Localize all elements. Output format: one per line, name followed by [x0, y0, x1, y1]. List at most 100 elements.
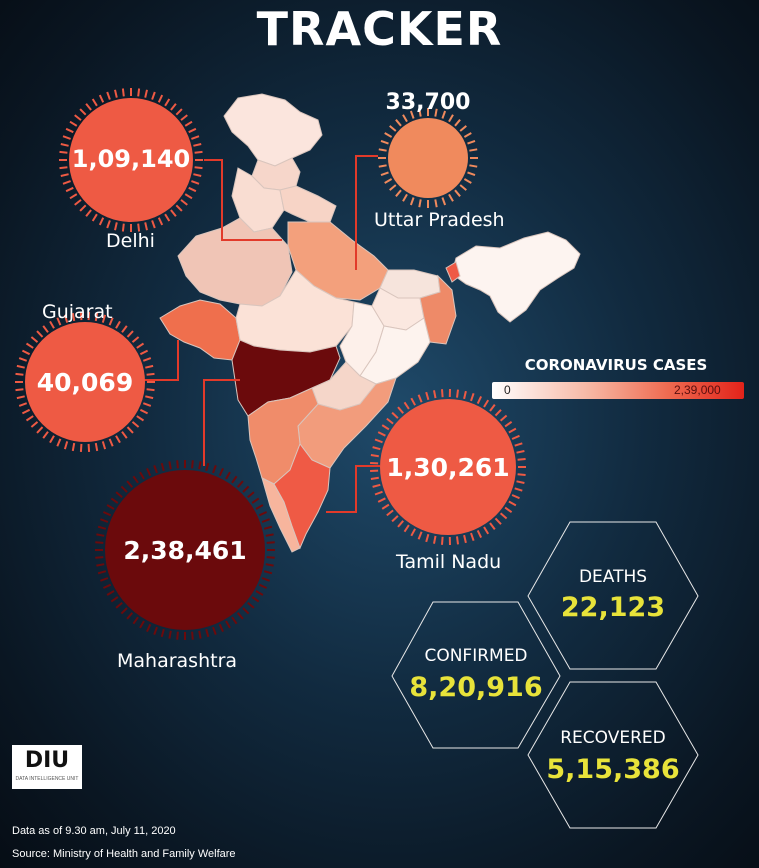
bubble-ray: [463, 534, 467, 544]
bubble-ray: [258, 583, 268, 589]
bubble-ray: [261, 518, 270, 523]
bubble-ray: [381, 503, 390, 510]
bubble-ray: [131, 421, 140, 428]
source-text: Source: Ministry of Health and Family We…: [12, 848, 236, 860]
bubble-ray: [87, 443, 91, 452]
bubble-ray: [25, 415, 34, 422]
bubble-ray: [145, 364, 154, 369]
bubble-ray: [157, 217, 164, 226]
bubble-ray: [126, 480, 134, 488]
bubble-ray: [511, 494, 520, 500]
bubble-ray: [378, 164, 387, 168]
bubble-ray: [18, 357, 28, 362]
bubble-ray: [146, 467, 152, 477]
bubble-ray: [71, 442, 76, 452]
bubble-ray: [389, 125, 397, 132]
bubble-ray: [231, 475, 238, 484]
bubble-ray: [91, 213, 98, 222]
bubble-ray: [517, 458, 526, 461]
bubble-ray: [410, 397, 416, 406]
bubble-ray: [110, 497, 119, 504]
bubble-ray: [79, 108, 87, 116]
bubble-ray: [101, 441, 107, 450]
bubble-ray: [146, 388, 155, 392]
bubble-ray: [517, 473, 526, 476]
bubble-ray: [49, 435, 55, 444]
bubble-ray: [251, 596, 260, 603]
deaths-value: 22,123: [560, 592, 666, 623]
bubble-ray: [100, 577, 109, 582]
bubble-ray: [170, 209, 177, 217]
bubble-ray: [59, 150, 68, 154]
bubble-ray: [434, 108, 438, 117]
bubble-ray: [441, 536, 444, 545]
bubble-ray: [418, 108, 422, 117]
bubble-ray: [62, 135, 71, 140]
bubble-ray: [164, 213, 171, 222]
bubble-ray: [151, 220, 156, 229]
bubble-ray: [191, 180, 200, 185]
bubble-maharashtra: [95, 460, 275, 640]
bubble-ray: [110, 596, 119, 603]
bubble-ray: [132, 475, 139, 484]
bubble-ray: [417, 531, 423, 540]
legend-title: CORONAVIRUS CASES: [524, 356, 708, 374]
bubble-ray: [176, 631, 179, 640]
bubble-ray: [403, 524, 410, 533]
bubble-ray: [139, 408, 149, 415]
bubble-ray: [115, 491, 123, 499]
bubble-ray: [102, 583, 112, 589]
tn-cases: 1,30,261: [386, 453, 510, 482]
bubble-ray: [79, 204, 87, 212]
bubble-ray: [218, 623, 224, 633]
bubble-ray: [454, 189, 461, 197]
bubble-ray: [160, 628, 165, 638]
gujarat-cases: 40,069: [36, 368, 134, 397]
bubble-delhi: [59, 88, 203, 232]
bubble-ray: [69, 193, 78, 200]
bubble-ray: [126, 330, 134, 338]
bubble-ray: [441, 110, 447, 119]
bubble-ray: [74, 199, 82, 206]
bubble-ray: [255, 590, 264, 596]
bubble-ray: [372, 446, 381, 451]
deaths-label: DEATHS: [578, 567, 648, 587]
bubble-ray: [60, 173, 69, 177]
bubble-ray: [418, 199, 422, 208]
bubble-ray: [255, 504, 264, 510]
bubble-rays: [95, 460, 275, 640]
hex-recovered: [527, 681, 699, 829]
bubble-ray: [263, 525, 273, 530]
bubble-ray: [36, 330, 44, 338]
bubble-ray: [71, 312, 76, 322]
bubble-ray: [132, 616, 139, 625]
bubble-ray: [489, 522, 496, 531]
bubble-ray: [74, 114, 82, 121]
bubble-ray: [191, 631, 194, 640]
bubble-ray: [434, 199, 438, 208]
bubble-ray: [397, 520, 404, 528]
bubble-rays: [59, 88, 203, 232]
bubble-gujarat: [15, 312, 155, 452]
bubble-ray: [106, 504, 115, 510]
bubble-ray: [441, 197, 447, 206]
bubble-ray: [514, 487, 523, 492]
bubble-ray: [131, 336, 140, 343]
bubble-ray: [231, 616, 238, 625]
bubble-rays: [370, 388, 526, 546]
bubble-ray: [374, 490, 383, 496]
tn-label: Tamil Nadu: [396, 551, 502, 573]
bubble-ray: [463, 132, 472, 138]
bubble-ray: [18, 402, 28, 407]
bubble-ray: [389, 184, 397, 191]
bubble-ray: [100, 518, 109, 523]
bubble-ray: [499, 512, 508, 520]
bubble-ray: [63, 441, 69, 450]
bubble-ray: [494, 517, 502, 525]
bubble-ray: [381, 424, 390, 431]
bubble-ray: [266, 541, 275, 544]
bubble-ray: [115, 435, 121, 444]
bubble-ray: [391, 515, 399, 523]
bubble-ray: [384, 132, 393, 138]
bubble-ray: [504, 420, 513, 428]
